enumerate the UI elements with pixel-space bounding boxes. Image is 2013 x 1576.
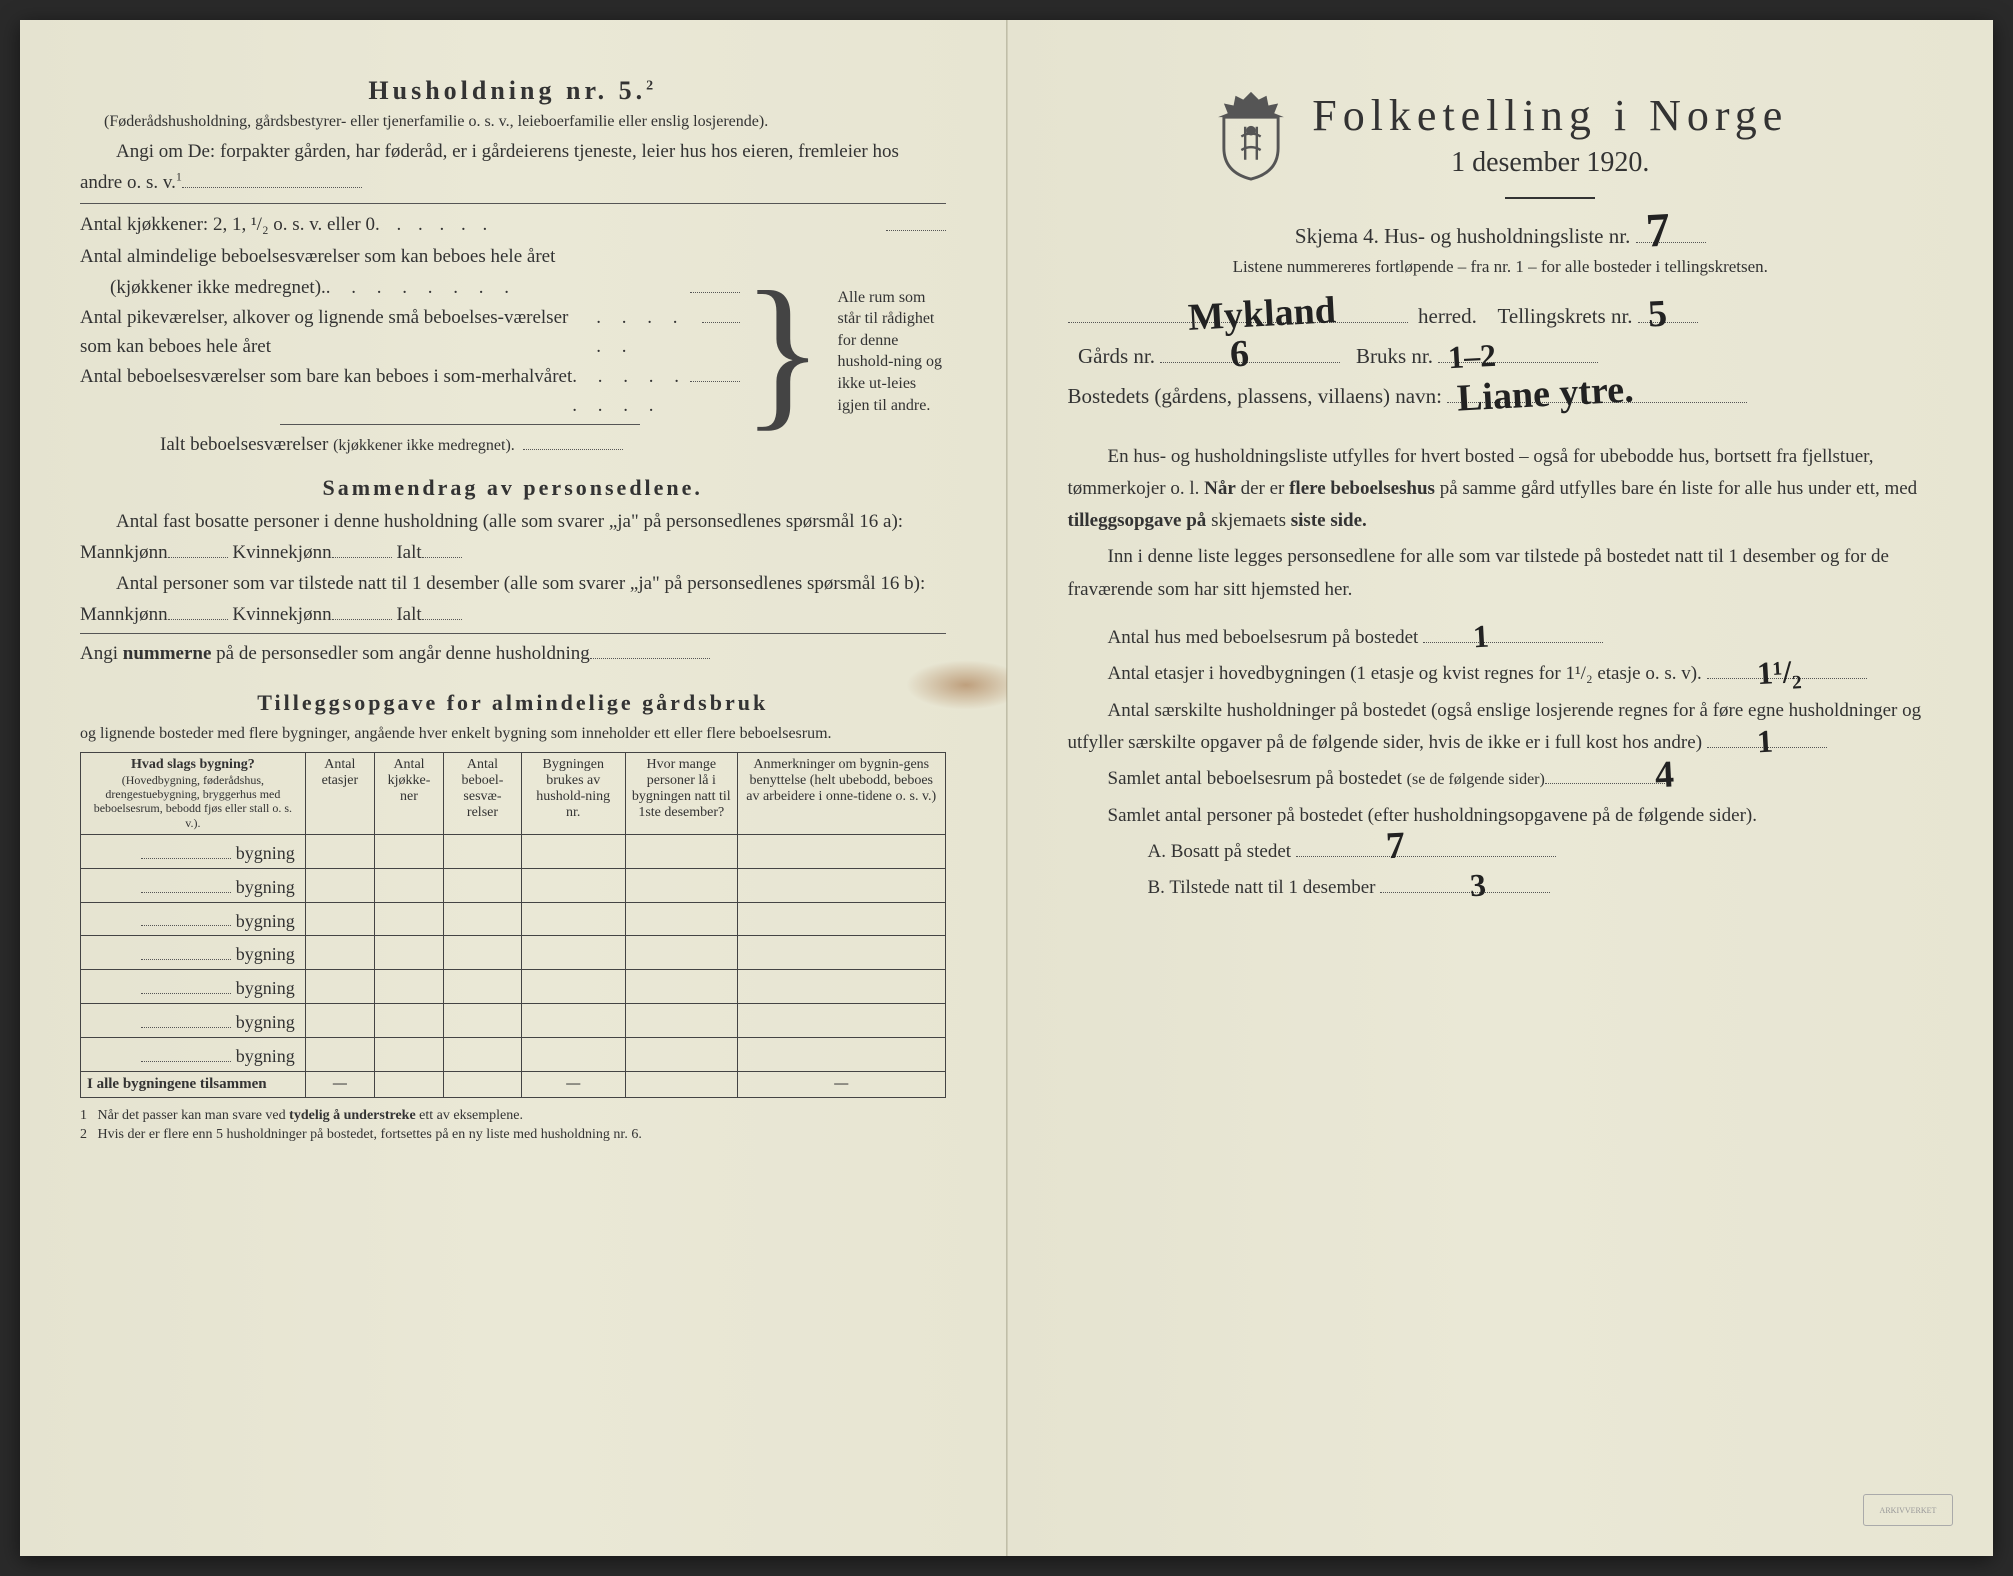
main-title: Folketelling i Norge <box>1312 90 1788 141</box>
title-date: 1 desember 1920. <box>1312 147 1788 179</box>
tillegg-subtitle: og lignende bosteder med flere bygninger… <box>80 722 946 745</box>
table-row: bygning <box>81 936 946 970</box>
bosted-line: Bostedets (gårdens, plassens, villaens) … <box>1068 377 1934 417</box>
table-row: bygning <box>81 835 946 869</box>
table-row: bygning <box>81 970 946 1004</box>
kjokkener-row: Antal kjøkkener: 2, 1, ¹/₂ o. s. v. elle… <box>80 210 946 239</box>
listene-note: Listene nummereres fortløpende – fra nr.… <box>1068 257 1934 277</box>
table-row: bygning <box>81 868 946 902</box>
table-row: bygning <box>81 1004 946 1038</box>
brace-icon: } <box>740 279 826 424</box>
left-page: Husholdning nr. 5.2 (Føderådshusholdning… <box>20 20 1007 1556</box>
archive-stamp: ARKIVVERKET <box>1863 1494 1953 1526</box>
document-spread: Husholdning nr. 5.2 (Føderådshusholdning… <box>20 20 1993 1556</box>
coat-of-arms-icon <box>1212 90 1290 182</box>
right-page: Folketelling i Norge 1 desember 1920. Sk… <box>1007 20 1994 1556</box>
gards-line: Gårds nr. 6 Bruks nr. 1–2 <box>1068 337 1934 377</box>
tillegg-title: Tilleggsopgave for almindelige gårdsbruk <box>80 690 946 716</box>
building-table: Hvad slags bygning?(Hovedbygning, føderå… <box>80 752 946 1098</box>
title-header: Folketelling i Norge 1 desember 1920. <box>1068 90 1934 217</box>
rooms-brace-block: Antal almindelige beboelsesværelser som … <box>80 243 946 459</box>
sammendrag-body: Antal fast bosatte personer i denne hush… <box>80 507 946 668</box>
sammendrag-title: Sammendrag av personsedlene. <box>80 475 946 501</box>
table-row: bygning <box>81 902 946 936</box>
angi-line: Angi om De: forpakter gården, har føderå… <box>80 137 946 197</box>
questions-block: Antal hus med beboelsesrum på bostedet 1… <box>1068 622 1934 904</box>
instructions: En hus- og husholdningsliste utfylles fo… <box>1068 441 1934 606</box>
footnotes: 1 Når det passer kan man svare ved tydel… <box>80 1106 946 1145</box>
table-row: bygning <box>81 1037 946 1071</box>
table-header-row: Hvad slags bygning?(Hovedbygning, føderå… <box>81 752 946 835</box>
table-total-row: I alle bygningene tilsammen — — — <box>81 1071 946 1097</box>
husholdning-subtitle: (Føderådshusholdning, gårdsbestyrer- ell… <box>80 110 946 133</box>
herred-line: Mykland herred. Tellingskrets nr. 5 <box>1068 297 1934 337</box>
brace-caption: Alle rum som står til rådighet for denne… <box>826 243 946 459</box>
title-rule <box>1505 197 1595 199</box>
skjema-line: Skjema 4. Hus- og husholdningsliste nr. … <box>1068 217 1934 257</box>
husholdning-title: Husholdning nr. 5.2 <box>80 76 946 106</box>
